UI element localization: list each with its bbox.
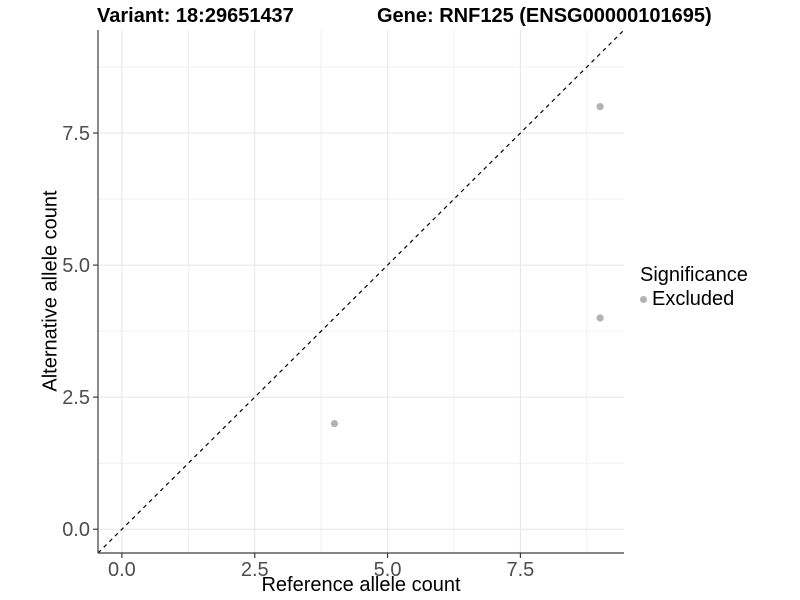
x-tick-label: 5.0 [374,559,402,581]
identity-line [97,29,625,554]
plot-title-variant: Variant: 18:29651437 [97,5,294,27]
data-point [330,419,339,428]
y-axis-title: Alternative allele count [39,190,62,392]
y-tick-label: 7.5 [62,123,90,145]
x-tick-label: 7.5 [506,559,534,581]
x-axis-title: Reference allele count [261,574,461,596]
data-point [596,314,604,322]
legend: Significance Excluded [640,264,748,311]
y-tick-label: 2.5 [62,387,90,409]
y-tick-label: 0.0 [62,519,90,541]
legend-point-icon [640,296,647,303]
legend-entry-excluded: Excluded [640,288,748,311]
legend-title: Significance [640,264,748,286]
data-point [596,103,604,111]
legend-entry-label: Excluded [652,288,735,310]
y-tick-label: 5.0 [62,255,90,277]
x-tick-label: 2.5 [241,559,269,581]
x-tick-label: 0.0 [108,559,136,581]
plot-title-gene: Gene: RNF125 (ENSG00000101695) [377,5,712,27]
